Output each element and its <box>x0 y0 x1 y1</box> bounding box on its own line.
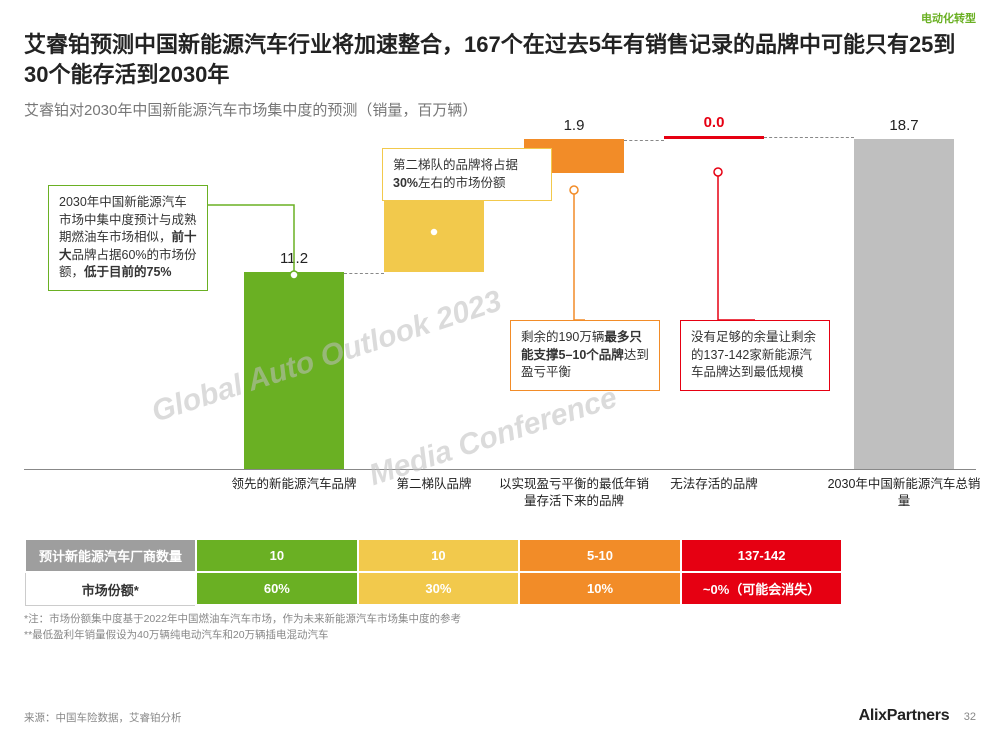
slide: 电动化转型 艾睿铂预测中国新能源汽车行业将加速整合，167个在过去5年有销售记录… <box>0 0 1000 739</box>
footnotes: *注：市场份额集中度基于2022年中国燃油车汽车市场，作为未来新能源汽车市场集中… <box>24 612 976 642</box>
connector-dash <box>624 140 664 141</box>
connector-dash <box>344 273 384 274</box>
footnote-line: **最低盈利年销量假设为40万辆纯电动汽车和20万辆插电混动汽车 <box>24 628 976 643</box>
slide-title: 艾睿铂预测中国新能源汽车行业将加速整合，167个在过去5年有销售记录的品牌中可能… <box>24 30 976 89</box>
bar-label: 11.2 <box>244 250 344 267</box>
category-label: 领先的新能源汽车品牌 <box>204 476 384 492</box>
category-label: 2030年中国新能源汽车总销量 <box>824 476 984 509</box>
source-text: 来源：中国车险数据，艾睿铂分析 <box>24 710 182 725</box>
table-cell: 5-10 <box>519 539 681 572</box>
callout-c1: 2030年中国新能源汽车市场中集中度预计与成熟期燃油车市场相似，前十大品牌占据6… <box>48 185 208 291</box>
chart-area: 11.25.61.90.018.7 领先的新能源汽车品牌第二梯队品牌以实现盈亏平… <box>24 140 976 530</box>
table-cell: 10 <box>196 539 358 572</box>
category-label: 以实现盈亏平衡的最低年销量存活下来的品牌 <box>494 476 654 509</box>
slide-subtitle: 艾睿铂对2030年中国新能源汽车市场集中度的预测（销量，百万辆） <box>24 99 976 120</box>
table-row-header: 市场份额* <box>25 572 196 605</box>
footnote-line: *注：市场份额集中度基于2022年中国燃油车汽车市场，作为未来新能源汽车市场集中… <box>24 612 976 627</box>
category-label: 无法存活的品牌 <box>644 476 784 492</box>
table-cell: 30% <box>358 572 520 605</box>
page-number: 32 <box>964 711 976 723</box>
callout-c3: 剩余的190万辆最多只能支撑5–10个品牌达到盈亏平衡 <box>510 320 660 391</box>
table-cell <box>842 539 975 572</box>
callout-c4: 没有足够的余量让剩余的137-142家新能源汽车品牌达到最低规模 <box>680 320 830 391</box>
table-cell: 60% <box>196 572 358 605</box>
bar-b4: 0.0 <box>664 136 764 139</box>
table-cell: 10 <box>358 539 520 572</box>
table-cell <box>842 572 975 605</box>
table-cell: ~0%（可能会消失） <box>681 572 843 605</box>
table-cell: 137-142 <box>681 539 843 572</box>
bar-b5: 18.7 <box>854 139 954 469</box>
connector-dash <box>764 137 854 138</box>
bar-label: 0.0 <box>664 114 764 131</box>
bar-b1: 11.2 <box>244 272 344 470</box>
summary-table: 预计新能源汽车厂商数量10105-10137-142市场份额*60%30%10%… <box>24 538 976 606</box>
bar-label: 1.9 <box>524 117 624 134</box>
brand-logo: AlixPartners <box>859 707 950 724</box>
footer: 来源：中国车险数据，艾睿铂分析 AlixPartners 32 <box>24 707 976 725</box>
table-row-header: 预计新能源汽车厂商数量 <box>25 539 196 572</box>
bar-label: 18.7 <box>854 117 954 134</box>
callout-c2: 第二梯队的品牌将占据30%左右的市场份额 <box>382 148 552 201</box>
category-axis: 领先的新能源汽车品牌第二梯队品牌以实现盈亏平衡的最低年销量存活下来的品牌无法存活… <box>24 470 976 525</box>
table-cell: 10% <box>519 572 681 605</box>
category-label: 第二梯队品牌 <box>364 476 504 492</box>
section-tag: 电动化转型 <box>921 10 976 26</box>
